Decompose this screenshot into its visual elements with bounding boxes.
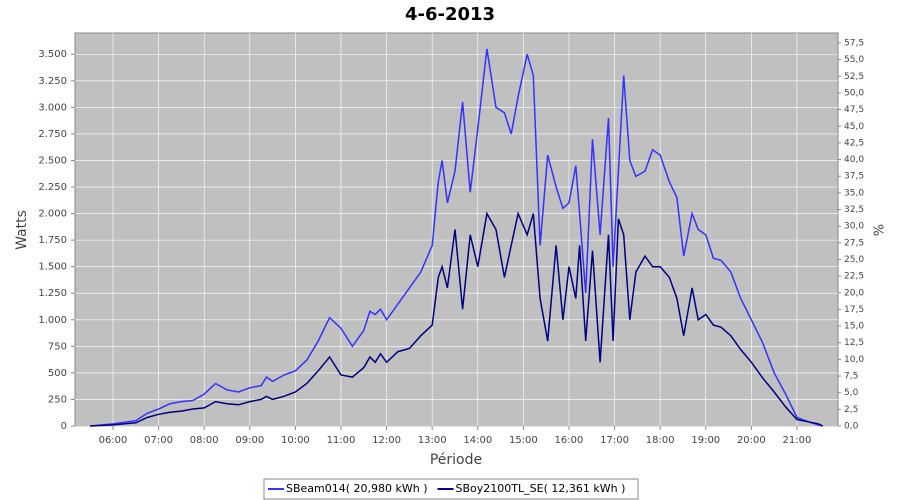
y2-tick-label: 55,0 (844, 55, 864, 65)
x-axis-label: Période (430, 452, 482, 468)
x-tick-label: 16:00 (555, 435, 584, 446)
y2-tick-label: 10,0 (844, 355, 864, 365)
y-tick-label: 1.750 (38, 235, 67, 246)
x-tick-label: 20:00 (737, 435, 766, 446)
y-tick-label: 2.500 (38, 155, 67, 166)
x-tick-label: 21:00 (783, 435, 812, 446)
y2-tick-label: 42,5 (844, 138, 864, 148)
x-tick-label: 13:00 (418, 435, 447, 446)
legend-label: SBoy2100TL_SE( 12,361 kWh ) (456, 482, 626, 495)
y2-tick-label: 50,0 (844, 88, 864, 98)
y2-tick-label: 45,0 (844, 122, 864, 132)
x-tick-label: 08:00 (190, 435, 219, 446)
chart-title: 4-6-2013 (405, 4, 495, 25)
y2-tick-label: 37,5 (844, 172, 864, 182)
y2-tick-label: 17,5 (844, 305, 864, 315)
y2-tick-label: 47,5 (844, 105, 864, 115)
y-tick-label: 1.250 (38, 288, 67, 299)
y-tick-label: 3.250 (38, 76, 67, 87)
y2-tick-label: 32,5 (844, 205, 864, 215)
y2-tick-label: 30,0 (844, 222, 864, 232)
y-axis-label: Watts (14, 210, 30, 250)
y2-tick-label: 20,0 (844, 288, 864, 298)
y-tick-label: 2.000 (38, 209, 67, 220)
y-tick-label: 0 (61, 421, 67, 432)
x-tick-label: 19:00 (691, 435, 720, 446)
y-tick-label: 2.250 (38, 182, 67, 193)
y2-tick-label: 40,0 (844, 155, 864, 165)
legend-label: SBeam014( 20,980 kWh ) (286, 482, 428, 495)
x-tick-label: 17:00 (600, 435, 629, 446)
y2-tick-label: 57,5 (844, 38, 864, 48)
x-tick-label: 06:00 (99, 435, 128, 446)
plot-area (74, 32, 839, 427)
y-tick-label: 500 (48, 368, 67, 379)
y-tick-label: 1.000 (38, 315, 67, 326)
y-tick-label: 250 (48, 394, 67, 405)
y2-tick-label: 25,0 (844, 255, 864, 265)
y2-axis-label: % (873, 224, 888, 236)
x-tick-label: 10:00 (281, 435, 310, 446)
y2-tick-label: 12,5 (844, 338, 864, 348)
x-tick-label: 07:00 (144, 435, 173, 446)
series-line (90, 211, 824, 427)
y2-tick-label: 2,5 (844, 405, 858, 415)
series-line (90, 48, 823, 427)
x-tick-label: 09:00 (235, 435, 264, 446)
y2-tick-label: 15,0 (844, 322, 864, 332)
x-tick-label: 11:00 (327, 435, 356, 446)
y2-tick-label: 22,5 (844, 272, 864, 282)
y-tick-label: 2.750 (38, 129, 67, 140)
y2-tick-label: 5,0 (844, 388, 859, 398)
y2-tick-label: 52,5 (844, 72, 864, 82)
x-tick-label: 14:00 (463, 435, 492, 446)
x-tick-label: 15:00 (509, 435, 538, 446)
y-tick-label: 3.000 (38, 102, 67, 113)
y2-tick-label: 7,5 (844, 372, 858, 382)
y2-tick-label: 35,0 (844, 188, 864, 198)
y2-tick-label: 27,5 (844, 238, 864, 248)
y2-tick-label: 0,0 (844, 422, 859, 432)
x-tick-label: 18:00 (646, 435, 675, 446)
y-tick-label: 3.500 (38, 49, 67, 60)
y-tick-label: 1.500 (38, 262, 67, 273)
x-tick-label: 12:00 (372, 435, 401, 446)
y-tick-label: 750 (48, 341, 67, 352)
